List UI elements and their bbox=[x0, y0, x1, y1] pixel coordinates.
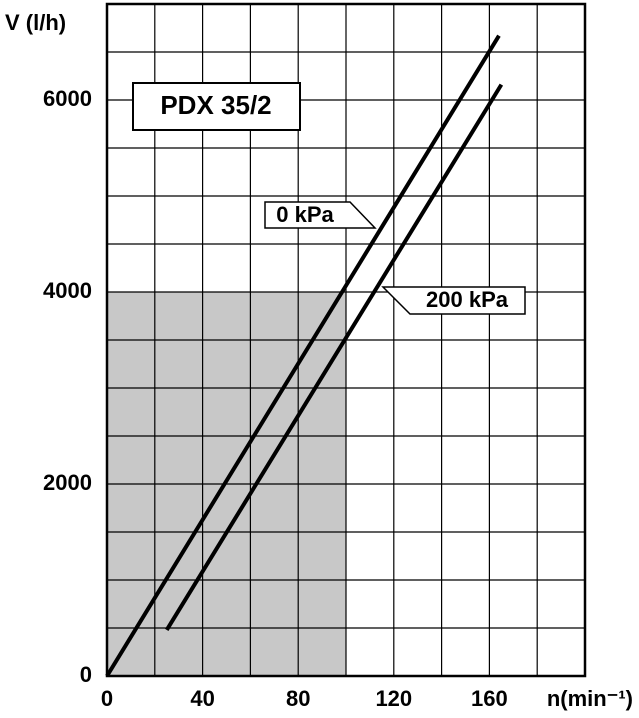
x-tick-label: 40 bbox=[190, 686, 214, 711]
plot-frame bbox=[105, 2, 587, 678]
x-tick-label: 120 bbox=[375, 686, 412, 711]
series-line bbox=[105, 34, 501, 678]
x-axis-label: n(min⁻¹) bbox=[547, 686, 633, 711]
title-box bbox=[132, 82, 301, 131]
y-tick-label: 0 bbox=[80, 662, 92, 687]
series-line bbox=[165, 83, 504, 631]
chart-title: PDX 35/2 bbox=[160, 90, 271, 120]
y-tick-label: 6000 bbox=[43, 86, 92, 111]
label-box bbox=[381, 286, 526, 315]
y-axis-label: V (l/h) bbox=[5, 10, 66, 35]
y-tick-label: 2000 bbox=[43, 470, 92, 495]
label-box bbox=[264, 201, 377, 229]
series-label: 0 kPa bbox=[276, 202, 334, 227]
marks bbox=[105, 34, 504, 678]
series-label: 200 kPa bbox=[426, 287, 509, 312]
x-tick-label: 0 bbox=[101, 686, 113, 711]
x-tick-label: 80 bbox=[286, 686, 310, 711]
x-tick-label: 160 bbox=[471, 686, 508, 711]
y-tick-label: 4000 bbox=[43, 278, 92, 303]
